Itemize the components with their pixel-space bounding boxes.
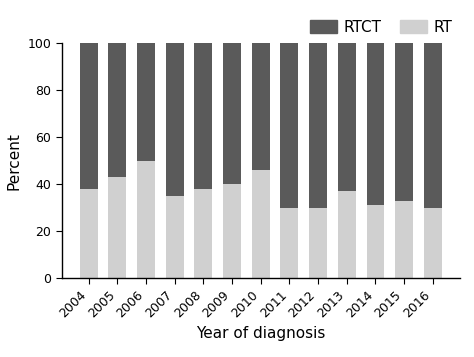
Bar [395, 43, 413, 201]
Bar [309, 43, 327, 208]
Bar [137, 43, 155, 161]
Legend: RTCT, RT: RTCT, RT [310, 20, 452, 35]
X-axis label: Year of diagnosis: Year of diagnosis [196, 326, 325, 341]
Bar [137, 161, 155, 278]
Bar [395, 201, 413, 278]
Bar [109, 43, 126, 177]
Bar [80, 189, 98, 278]
Bar [252, 170, 270, 278]
Bar [366, 43, 384, 205]
Bar [281, 43, 298, 208]
Bar [424, 43, 442, 208]
Bar [80, 43, 98, 189]
Bar [366, 205, 384, 278]
Bar [166, 43, 183, 196]
Bar [166, 196, 183, 278]
Y-axis label: Percent: Percent [7, 132, 22, 190]
Bar [309, 208, 327, 278]
Bar [281, 208, 298, 278]
Bar [109, 177, 126, 278]
Bar [194, 43, 212, 189]
Bar [338, 191, 356, 278]
Bar [252, 43, 270, 170]
Bar [424, 208, 442, 278]
Bar [223, 43, 241, 184]
Bar [338, 43, 356, 191]
Bar [223, 184, 241, 278]
Bar [194, 189, 212, 278]
